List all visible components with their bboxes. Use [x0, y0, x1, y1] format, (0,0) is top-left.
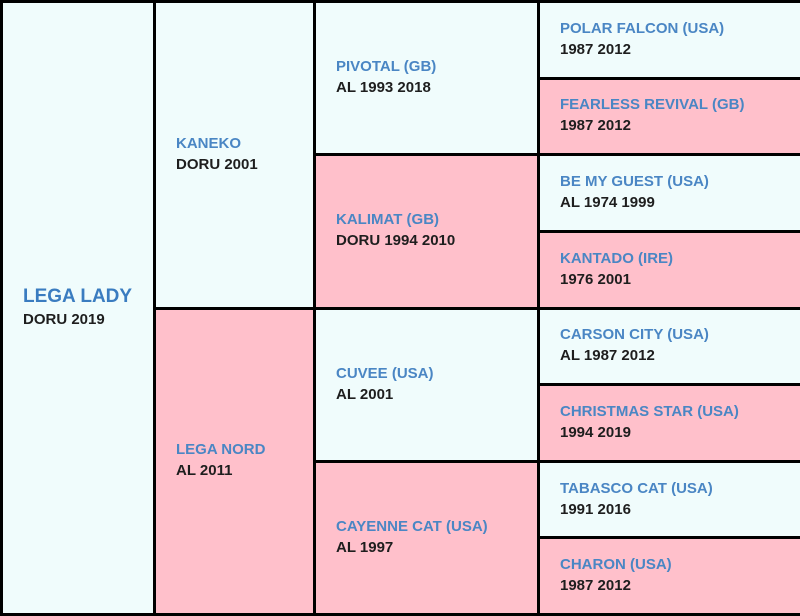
- grandparent-cell: KALIMAT (GB) DORU 1994 2010: [316, 156, 537, 307]
- great-grandparent-info: 1991 2016: [560, 500, 631, 518]
- great-grandparent-info: 1987 2012: [560, 117, 631, 135]
- great-grandparent-name[interactable]: TABASCO CAT (USA): [560, 479, 713, 497]
- great-grandparent-cell: CHARON (USA) 1987 2012: [540, 539, 800, 613]
- great-grandparent-name[interactable]: CHRISTMAS STAR (USA): [560, 402, 739, 420]
- great-grandparent-info: 1987 2012: [560, 577, 631, 595]
- great-grandparent-cell: KANTADO (IRE) 1976 2001: [540, 232, 800, 307]
- dam-cell: LEGA NORD AL 2011: [156, 309, 313, 613]
- dam-name[interactable]: LEGA NORD: [176, 441, 266, 459]
- great-grandparent-info: 1987 2012: [560, 40, 631, 58]
- sire-cell: KANEKO DORU 2001: [156, 3, 313, 307]
- grandparent-name[interactable]: KALIMAT (GB): [336, 211, 440, 229]
- grandparent-info: AL 1997: [336, 538, 394, 556]
- sire-info: DORU 2001: [176, 155, 258, 173]
- great-grandparent-name[interactable]: CARSON CITY (USA): [560, 326, 709, 344]
- great-grandparent-cell: BE MY GUEST (USA) AL 1974 1999: [540, 156, 800, 230]
- great-grandparent-info: 1976 2001: [560, 270, 631, 288]
- great-grandparent-info: AL 1974 1999: [560, 194, 655, 212]
- great-grandparent-info: AL 1987 2012: [560, 347, 655, 365]
- sire-name[interactable]: KANEKO: [176, 134, 242, 152]
- great-grandparent-name[interactable]: POLAR FALCON (USA): [560, 19, 725, 37]
- grandparent-name[interactable]: CUVEE (USA): [336, 364, 434, 382]
- grandparent-cell: CUVEE (USA) AL 2001: [316, 309, 537, 460]
- great-grandparent-cell: FEARLESS REVIVAL (GB) 1987 2012: [540, 79, 800, 154]
- great-grandparent-cell: CHRISTMAS STAR (USA) 1994 2019: [540, 386, 800, 460]
- great-grandparent-name[interactable]: CHARON (USA): [560, 556, 672, 574]
- great-grandparent-cell: POLAR FALCON (USA) 1987 2012: [540, 3, 800, 77]
- great-grandparent-name[interactable]: FEARLESS REVIVAL (GB): [560, 96, 745, 114]
- grandparent-name[interactable]: PIVOTAL (GB): [336, 58, 437, 76]
- great-grandparent-cell: CARSON CITY (USA) AL 1987 2012: [540, 309, 800, 384]
- great-grandparent-info: 1994 2019: [560, 423, 631, 441]
- grandparent-info: AL 2001: [336, 385, 394, 403]
- great-grandparent-name[interactable]: KANTADO (IRE): [560, 249, 674, 267]
- grandparent-info: DORU 1994 2010: [336, 232, 456, 250]
- subject-info: DORU 2019: [23, 311, 105, 328]
- grandparent-cell: CAYENNE CAT (USA) AL 1997: [316, 462, 537, 613]
- great-grandparent-cell: TABASCO CAT (USA) 1991 2016: [540, 462, 800, 537]
- grandparent-info: AL 1993 2018: [336, 79, 431, 97]
- grandparent-cell: PIVOTAL (GB) AL 1993 2018: [316, 3, 537, 154]
- dam-info: AL 2011: [176, 462, 233, 480]
- great-grandparent-name[interactable]: BE MY GUEST (USA): [560, 173, 709, 191]
- subject-name[interactable]: LEGA LADY: [23, 286, 133, 307]
- grandparent-name[interactable]: CAYENNE CAT (USA): [336, 517, 488, 535]
- subject-cell: LEGA LADY DORU 2019: [3, 3, 153, 613]
